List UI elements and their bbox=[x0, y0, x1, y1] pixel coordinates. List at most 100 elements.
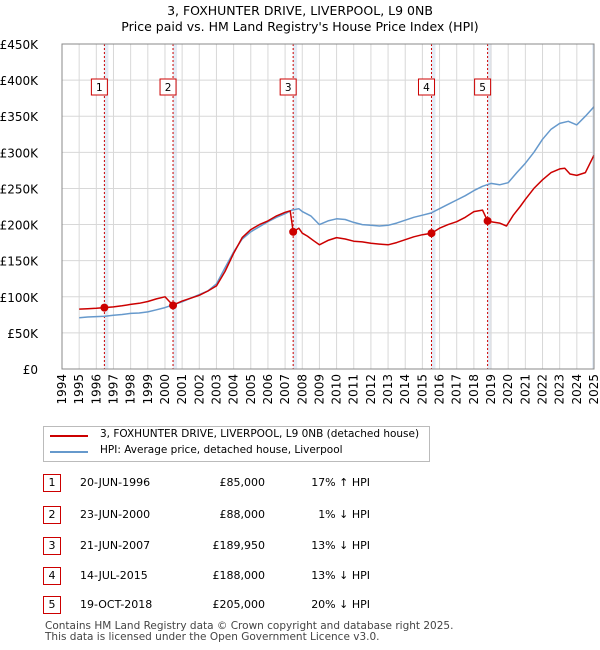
sale-hpi-diff: 1% ↓ HPI bbox=[318, 508, 370, 521]
x-tick-label: 1996 bbox=[89, 374, 103, 405]
x-tick-label: 2017 bbox=[450, 374, 464, 405]
sale-number-label: 3 bbox=[285, 82, 292, 94]
x-tick-label: 2016 bbox=[433, 374, 447, 405]
sale-number-badge: 3 bbox=[43, 537, 61, 555]
sale-number-box bbox=[279, 78, 297, 96]
sale-date: 23-JUN-2000 bbox=[80, 508, 151, 521]
x-tick-label: 2014 bbox=[398, 374, 412, 405]
future-band bbox=[592, 44, 594, 369]
sale-number-box bbox=[90, 78, 108, 96]
x-tick-label: 2008 bbox=[295, 374, 309, 405]
legend: 3, FOXHUNTER DRIVE, LIVERPOOL, L9 0NB (d… bbox=[43, 426, 430, 462]
sale-price: £189,950 bbox=[212, 539, 266, 552]
sale-band bbox=[487, 44, 492, 369]
y-tick-label: £100K bbox=[0, 291, 39, 305]
sale-number-badge: 4 bbox=[43, 567, 61, 585]
sale-number-label: 2 bbox=[165, 82, 172, 94]
x-tick-label: 2022 bbox=[536, 374, 550, 405]
sale-number-badge: 1 bbox=[43, 474, 61, 492]
x-tick-label: 2000 bbox=[158, 374, 172, 405]
chart-title: 3, FOXHUNTER DRIVE, LIVERPOOL, L9 0NB bbox=[167, 3, 433, 18]
x-tick-label: 2021 bbox=[518, 374, 532, 405]
sale-row: 5 19-OCT-2018 £205,000 20% ↓ HPI bbox=[0, 596, 600, 618]
x-tick-label: 2012 bbox=[364, 374, 378, 405]
x-tick-label: 2001 bbox=[175, 374, 189, 405]
plot-frame bbox=[61, 43, 595, 370]
sale-number-label: 4 bbox=[423, 82, 430, 94]
sale-row: 3 21-JUN-2007 £189,950 13% ↓ HPI bbox=[0, 537, 600, 559]
sale-date: 14-JUL-2015 bbox=[80, 569, 148, 582]
legend-label-hpi: HPI: Average price, detached house, Live… bbox=[100, 444, 343, 456]
sale-number-box bbox=[474, 78, 492, 96]
y-tick-label: £350K bbox=[0, 110, 39, 124]
x-tick-label: 2002 bbox=[192, 374, 206, 405]
sale-hpi-diff: 13% ↓ HPI bbox=[311, 539, 370, 552]
legend-red-line bbox=[50, 435, 88, 437]
hpi-line bbox=[79, 106, 595, 319]
x-tick-label: 2013 bbox=[381, 374, 395, 405]
sale-date: 21-JUN-2007 bbox=[80, 539, 151, 552]
x-tick-label: 1994 bbox=[55, 374, 69, 405]
pre-data-region bbox=[62, 44, 80, 369]
x-tick-label: 2011 bbox=[347, 374, 361, 405]
sale-number-badge: 5 bbox=[43, 596, 61, 614]
x-tick-label: 2024 bbox=[570, 374, 584, 405]
sale-band bbox=[104, 44, 109, 369]
x-tick-label: 2018 bbox=[467, 374, 481, 405]
sale-band bbox=[173, 44, 178, 369]
x-tick-label: 2007 bbox=[278, 374, 292, 405]
y-tick-label: £450K bbox=[0, 38, 39, 52]
sale-point bbox=[289, 227, 298, 236]
sale-number-label: 1 bbox=[96, 82, 103, 94]
x-tick-label: 2004 bbox=[227, 374, 241, 405]
legend-blue-line bbox=[50, 451, 88, 453]
x-tick-label: 2019 bbox=[484, 374, 498, 405]
x-tick-label: 1998 bbox=[124, 374, 138, 405]
sale-row: 4 14-JUL-2015 £188,000 13% ↓ HPI bbox=[0, 567, 600, 589]
y-tick-label: £250K bbox=[0, 182, 39, 196]
y-tick-label: £0 bbox=[23, 363, 38, 377]
x-tick-label: 2009 bbox=[312, 374, 326, 405]
price-chart: 1 2 3 4 5 £0 £50K £100K £150K £200K £250K £300K £35… bbox=[0, 38, 600, 405]
x-tick-label: 2023 bbox=[553, 374, 567, 405]
x-tick-label: 2006 bbox=[261, 374, 275, 405]
x-tick-label: 2005 bbox=[244, 374, 258, 405]
y-tick-label: £50K bbox=[7, 327, 39, 341]
x-tick-label: 2015 bbox=[415, 374, 429, 405]
sale-number-badge: 2 bbox=[43, 506, 61, 524]
sale-point bbox=[427, 229, 436, 238]
sale-row: 2 23-JUN-2000 £88,000 1% ↓ HPI bbox=[0, 506, 600, 528]
sale-date: 19-OCT-2018 bbox=[80, 598, 153, 611]
sale-price: £205,000 bbox=[212, 598, 266, 611]
sale-number-box bbox=[417, 78, 435, 96]
y-tick-label: £150K bbox=[0, 255, 39, 269]
x-tick-label: 2003 bbox=[209, 374, 223, 405]
y-tick-label: £200K bbox=[0, 219, 39, 233]
sale-price: £188,000 bbox=[212, 569, 266, 582]
sale-point bbox=[483, 216, 492, 225]
x-tick-label: 1999 bbox=[141, 374, 155, 405]
footer-copyright: Contains HM Land Registry data © Crown c… bbox=[45, 620, 454, 632]
sale-band bbox=[431, 44, 436, 369]
x-tick-label: 2025 bbox=[587, 374, 600, 405]
sale-price: £85,000 bbox=[219, 476, 266, 489]
sale-band bbox=[293, 44, 298, 369]
sale-hpi-diff: 13% ↓ HPI bbox=[311, 569, 370, 582]
sale-date: 20-JUN-1996 bbox=[80, 476, 151, 489]
legend-label-property: 3, FOXHUNTER DRIVE, LIVERPOOL, L9 0NB (d… bbox=[100, 428, 420, 440]
x-tick-label: 2020 bbox=[501, 374, 515, 405]
x-tick-label: 1995 bbox=[72, 374, 86, 405]
sale-number-label: 5 bbox=[479, 82, 486, 94]
sale-point bbox=[100, 303, 109, 312]
chart-subtitle: Price paid vs. HM Land Registry's House … bbox=[121, 19, 479, 34]
sale-row: 1 20-JUN-1996 £85,000 17% ↑ HPI bbox=[0, 474, 600, 496]
sale-number-box bbox=[159, 78, 177, 96]
x-tick-label: 1997 bbox=[106, 374, 120, 405]
sale-point bbox=[169, 301, 178, 310]
sale-hpi-diff: 20% ↓ HPI bbox=[311, 598, 370, 611]
x-tick-label: 2010 bbox=[330, 374, 344, 405]
sale-hpi-diff: 17% ↑ HPI bbox=[311, 476, 370, 489]
sale-price: £88,000 bbox=[219, 508, 266, 521]
y-tick-label: £300K bbox=[0, 146, 39, 160]
footer-licence: This data is licensed under the Open Gov… bbox=[45, 631, 380, 643]
